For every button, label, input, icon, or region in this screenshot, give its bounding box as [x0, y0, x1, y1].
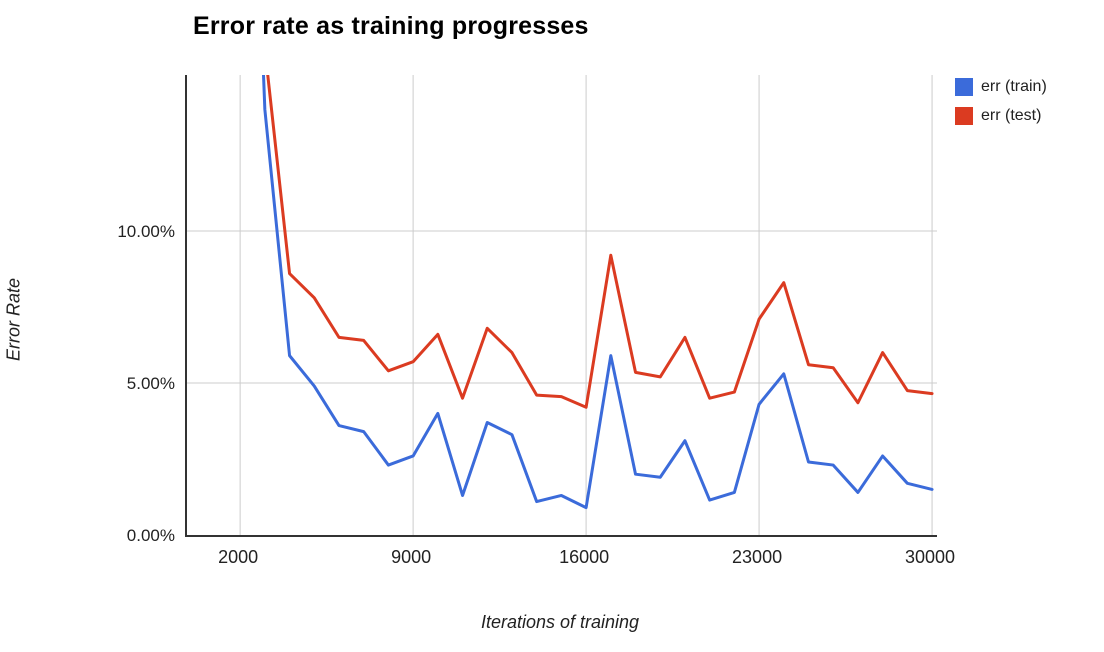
x-tick-label: 23000: [732, 547, 783, 567]
x-tick-label: 16000: [559, 547, 610, 567]
legend-entry-train: err (train): [955, 78, 1047, 96]
x-tick-label: 2000: [218, 547, 259, 567]
x-axis-title: Iterations of training: [480, 612, 640, 632]
legend-label-train: err (train): [981, 78, 1047, 95]
legend-label-test: err (test): [981, 107, 1042, 124]
test-series-swatch: [955, 107, 973, 125]
y-tick-label: 0.00%: [126, 526, 175, 545]
x-tick-label: 30000: [905, 547, 956, 567]
y-tick-label: 5.00%: [126, 373, 175, 393]
y-tick-label: 10.00%: [117, 221, 175, 241]
y-axis-title: Error Rate: [3, 277, 24, 361]
series-line-test: [266, 75, 934, 409]
chart-title: Error rate as training progresses: [193, 12, 589, 40]
plot-svg: [187, 75, 937, 535]
chart-legend: err (train) err (test): [955, 78, 1047, 125]
x-tick-label: 9000: [391, 547, 432, 567]
train-series-swatch: [955, 78, 973, 96]
plot-area: [185, 75, 937, 537]
series-line-train: [262, 75, 934, 510]
legend-entry-test: err (test): [955, 107, 1047, 125]
